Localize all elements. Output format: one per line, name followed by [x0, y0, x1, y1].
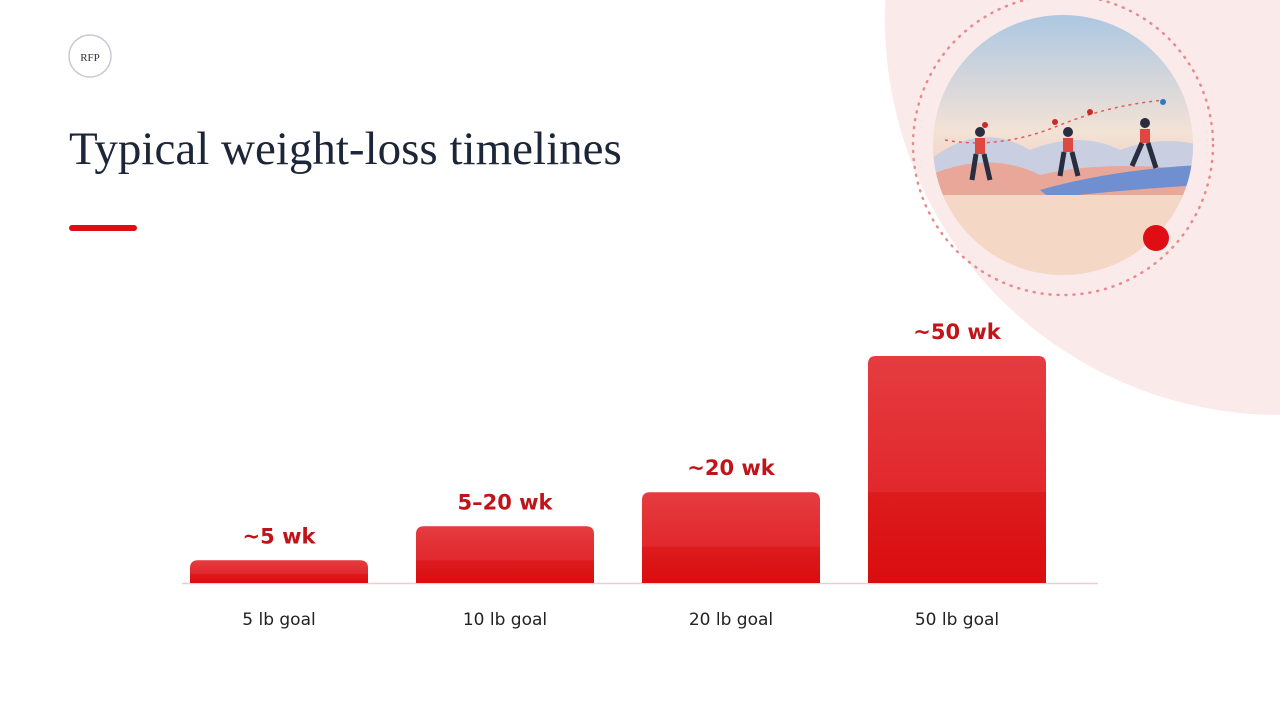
value-label: ~20 wk — [687, 456, 776, 480]
bar-sheen — [868, 356, 1046, 583]
decor-dot — [1143, 225, 1169, 251]
bar-sheen — [642, 492, 820, 583]
title-underline — [69, 225, 137, 231]
value-label: ~5 wk — [243, 524, 317, 548]
logo — [68, 34, 112, 78]
bar-sheen — [190, 560, 368, 583]
chart-title: Typical weight-loss timelines — [69, 123, 622, 175]
x-tick-label: 5 lb goal — [242, 610, 315, 630]
x-tick-label: 10 lb goal — [463, 610, 547, 630]
bar-sheen — [416, 526, 594, 583]
x-tick-label: 50 lb goal — [915, 610, 999, 630]
value-label: ~50 wk — [913, 320, 1002, 344]
x-tick-label: 20 lb goal — [689, 610, 773, 630]
logo-text: RFP — [80, 52, 100, 64]
dotted-ring — [911, 0, 1215, 297]
value-label: 5–20 wk — [457, 490, 553, 514]
